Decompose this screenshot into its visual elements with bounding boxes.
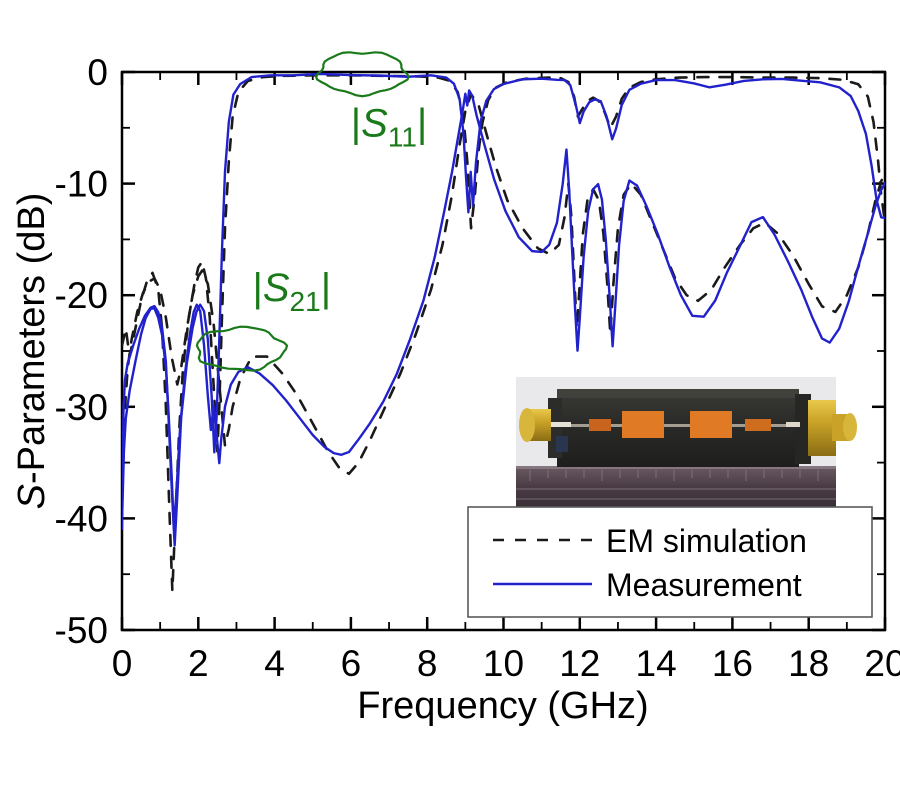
y-tick-label: -50 [55,610,108,651]
measurement-curves [122,72,885,547]
x-tick-label: 20 [864,643,900,684]
x-tick-label: 4 [264,643,285,684]
y-tick-label: -10 [55,164,108,205]
legend-label-em-simulation: EM simulation [606,523,807,559]
inset-photograph [516,377,857,507]
legend-entries: EM simulation Measurement [493,523,807,603]
y-axis-tick-labels: 0 -10 -20 -30 -40 -50 [55,52,108,651]
x-axis-title: Frequency (GHz) [357,685,648,727]
x-axis-tick-labels: 0 2 4 6 8 10 12 14 16 18 20 [112,643,900,684]
measurement-s21-curve [122,89,885,530]
legend-box [467,506,873,618]
s11-label-ellipse [314,51,411,98]
legend: EM simulation Measurement [467,506,873,618]
x-tick-label: 14 [636,643,677,684]
x-tick-label: 18 [788,643,829,684]
data-curves [122,72,885,593]
measurement-s11-curve [122,72,885,547]
y-axis-title: S-Parameters (dB) [11,193,53,510]
x-tick-label: 16 [712,643,753,684]
x-tick-label: 0 [112,643,133,684]
annotation-group: |S11| |S21| [195,51,428,372]
y-tick-label: -20 [55,275,108,316]
s21-label: |S21| [252,266,331,317]
x-tick-label: 2 [188,643,209,684]
s11-label: |S11| [351,102,428,153]
s21-label-ellipse [195,325,289,372]
y-tick-label: -30 [55,387,108,428]
y-tick-label: -40 [55,498,108,539]
y-tick-label: 0 [87,52,108,93]
x-tick-label: 12 [559,643,600,684]
x-tick-label: 8 [417,643,438,684]
x-tick-label: 10 [483,643,524,684]
legend-label-measurement: Measurement [606,567,802,603]
x-tick-label: 6 [341,643,362,684]
em-simulation-s21-curve [122,93,885,498]
